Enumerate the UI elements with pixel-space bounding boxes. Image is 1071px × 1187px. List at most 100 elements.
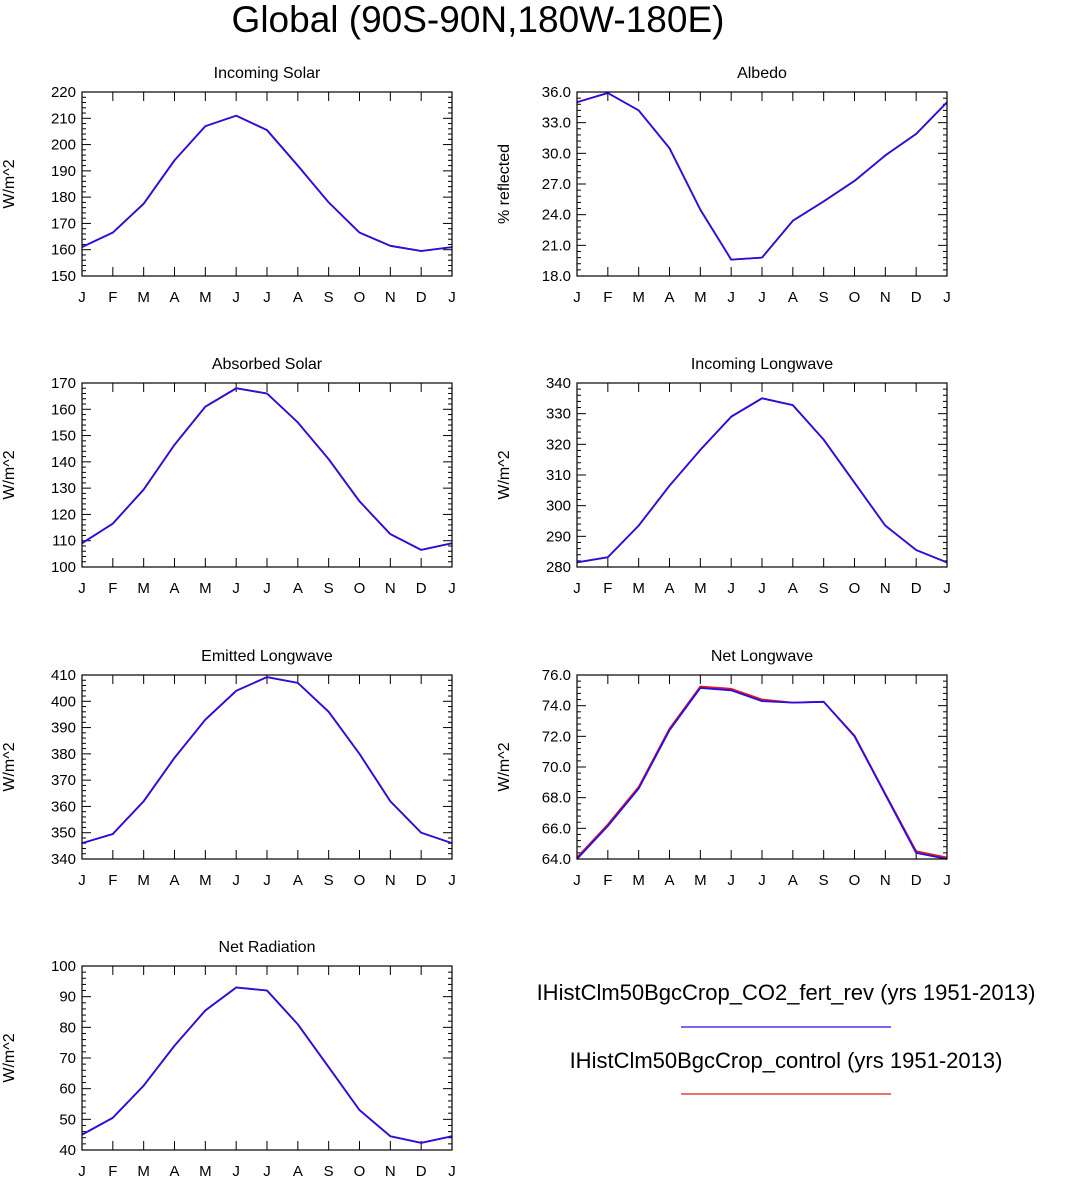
figure-title: Global (90S-90N,180W-180E) xyxy=(232,0,725,40)
series-line-co2-fert-rev xyxy=(576,92,948,261)
x-tick-label: J xyxy=(573,872,581,889)
y-tick-label: 160 xyxy=(51,401,76,418)
y-tick-label: 68.0 xyxy=(542,790,571,807)
x-tick-label: S xyxy=(819,872,829,889)
x-tick-label: A xyxy=(293,289,303,306)
y-tick-label: 72.0 xyxy=(542,728,571,745)
x-tick-label: J xyxy=(758,580,766,597)
x-tick-label: D xyxy=(911,580,922,597)
y-tick-label: 330 xyxy=(546,406,571,423)
x-tick-label: M xyxy=(137,1163,150,1180)
x-tick-label: J xyxy=(727,580,735,597)
plot-frame xyxy=(81,965,453,1151)
x-tick-label: J xyxy=(232,289,240,306)
x-tick-label: S xyxy=(324,289,334,306)
y-tick-label: 24.0 xyxy=(542,207,571,224)
x-tick-label: A xyxy=(293,1163,303,1180)
panel-title: Incoming Longwave xyxy=(691,356,833,373)
x-tick-label: M xyxy=(137,872,150,889)
x-tick-label: M xyxy=(137,580,150,597)
x-tick-label: J xyxy=(727,289,735,306)
x-tick-label: M xyxy=(199,580,212,597)
panel-title: Emitted Longwave xyxy=(201,648,333,665)
y-tick-label: 150 xyxy=(51,268,76,285)
x-tick-label: A xyxy=(664,580,674,597)
y-tick-label: 370 xyxy=(51,772,76,789)
x-tick-label: M xyxy=(694,872,707,889)
y-tick-label: 18.0 xyxy=(542,268,571,285)
x-tick-label: F xyxy=(108,872,117,889)
y-tick-label: 380 xyxy=(51,746,76,763)
y-tick-label: 400 xyxy=(51,693,76,710)
x-tick-label: J xyxy=(573,289,581,306)
plot-frame xyxy=(576,91,948,277)
y-tick-label: 170 xyxy=(51,215,76,232)
x-tick-label: D xyxy=(416,289,427,306)
y-tick-label: 220 xyxy=(51,84,76,101)
x-tick-label: F xyxy=(108,580,117,597)
y-tick-label: 130 xyxy=(51,480,76,497)
x-tick-label: A xyxy=(788,289,798,306)
panel-title: Incoming Solar xyxy=(214,65,321,82)
y-tick-label: 36.0 xyxy=(542,84,571,101)
y-tick-label: 90 xyxy=(59,989,76,1006)
x-tick-label: A xyxy=(664,289,674,306)
x-tick-label: J xyxy=(448,1163,456,1180)
x-tick-label: F xyxy=(603,872,612,889)
y-tick-label: 50 xyxy=(59,1111,76,1128)
x-tick-label: N xyxy=(880,872,891,889)
x-tick-label: F xyxy=(108,289,117,306)
y-tick-label: 74.0 xyxy=(542,698,571,715)
x-tick-label: D xyxy=(416,580,427,597)
y-tick-label: 27.0 xyxy=(542,176,571,193)
x-tick-label: J xyxy=(943,289,951,306)
y-tick-label: 200 xyxy=(51,137,76,154)
y-tick-label: 170 xyxy=(51,375,76,392)
plot-frame xyxy=(576,674,948,860)
x-tick-label: J xyxy=(78,289,86,306)
y-tick-label: 30.0 xyxy=(542,145,571,162)
series-line-co2-fert-rev xyxy=(576,687,948,860)
series-line-control xyxy=(576,685,948,859)
legend-label-1: IHistClm50BgcCrop_control (yrs 1951-2013… xyxy=(570,1048,1003,1073)
x-tick-label: M xyxy=(199,1163,212,1180)
y-tick-label: 290 xyxy=(546,528,571,545)
x-tick-label: M xyxy=(137,289,150,306)
x-tick-label: J xyxy=(232,580,240,597)
y-tick-label: 150 xyxy=(51,428,76,445)
y-tick-label: 60 xyxy=(59,1081,76,1098)
x-tick-label: O xyxy=(354,872,366,889)
y-tick-label: 76.0 xyxy=(542,667,571,684)
y-tick-label: 190 xyxy=(51,163,76,180)
plot-frame xyxy=(81,91,453,277)
x-tick-label: S xyxy=(324,1163,334,1180)
panel-title: Albedo xyxy=(737,65,787,82)
x-tick-label: O xyxy=(849,872,861,889)
y-axis-label: W/m^2 xyxy=(1,1033,18,1082)
y-tick-label: 40 xyxy=(59,1142,76,1159)
x-tick-label: N xyxy=(385,580,396,597)
x-tick-label: J xyxy=(78,580,86,597)
series-line-co2-fert-rev xyxy=(81,387,453,551)
legend: IHistClm50BgcCrop_CO2_fert_rev (yrs 1951… xyxy=(537,980,1035,1095)
y-tick-label: 100 xyxy=(51,559,76,576)
x-tick-label: J xyxy=(263,872,271,889)
x-tick-label: D xyxy=(911,289,922,306)
x-tick-label: J xyxy=(758,289,766,306)
x-tick-label: J xyxy=(448,872,456,889)
x-tick-label: O xyxy=(354,289,366,306)
x-tick-label: J xyxy=(943,872,951,889)
panel-title: Net Radiation xyxy=(219,939,316,956)
y-axis-label: W/m^2 xyxy=(496,450,513,499)
y-axis-label: % reflected xyxy=(496,144,513,224)
x-tick-label: N xyxy=(880,580,891,597)
y-tick-label: 160 xyxy=(51,242,76,259)
x-tick-label: O xyxy=(849,289,861,306)
x-tick-label: O xyxy=(354,580,366,597)
x-tick-label: F xyxy=(108,1163,117,1180)
series-line-co2-fert-rev xyxy=(576,397,948,564)
x-tick-label: N xyxy=(385,1163,396,1180)
